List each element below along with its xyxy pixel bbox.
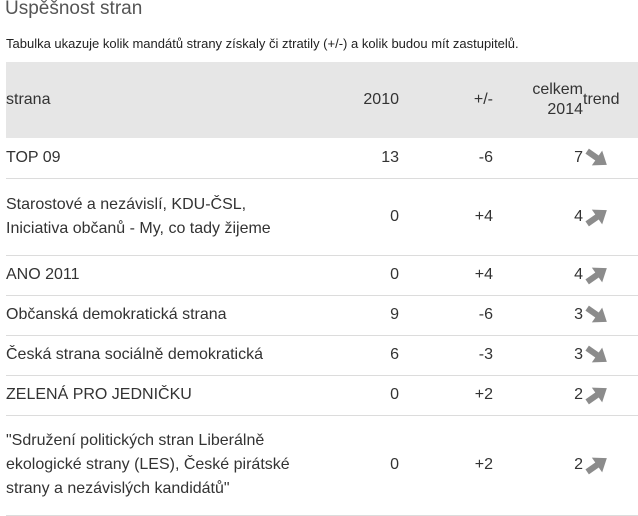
table-row: "Sdružení politických stran Liberálně ek… — [6, 415, 638, 516]
table-row: TOP 09 13 -6 7 — [6, 138, 638, 179]
table-row: ANO 2011 0 +4 4 — [6, 255, 638, 296]
seats-diff: -6 — [399, 138, 493, 179]
table-body: TOP 09 13 -6 7 Starostové a nezávislí, K… — [6, 138, 638, 516]
party-name: ZELENÁ PRO JEDNIČKU — [6, 375, 306, 416]
seats-total: 2 — [493, 415, 583, 516]
trend-up-arrow-icon — [583, 451, 611, 479]
trend-down-arrow-icon — [583, 301, 611, 329]
trend-down-arrow-icon — [583, 341, 611, 369]
seats-2010: 13 — [306, 138, 399, 179]
seats-2010: 0 — [306, 415, 399, 516]
seats-diff: +4 — [399, 255, 493, 296]
seats-total: 2 — [493, 375, 583, 416]
column-header-total: celkem 2014 — [493, 62, 583, 138]
seats-2010: 0 — [306, 375, 399, 416]
seats-diff: +2 — [399, 415, 493, 516]
trend-up-arrow-icon — [583, 261, 611, 289]
table-header: strana 2010 +/- celkem 2014 trend — [6, 62, 638, 138]
seats-total: 4 — [493, 178, 583, 256]
column-header-trend: trend — [583, 91, 620, 108]
party-name: Občanská demokratická strana — [6, 295, 306, 336]
table-row: Starostové a nezávislí, KDU-ČSL, Iniciat… — [6, 178, 638, 256]
seats-2010: 0 — [306, 178, 399, 256]
trend-up-arrow-icon — [583, 381, 611, 409]
column-header-2010: 2010 — [363, 91, 399, 108]
party-name: ANO 2011 — [6, 255, 306, 296]
trend-down-arrow-icon — [583, 144, 611, 172]
table-row: ZELENÁ PRO JEDNIČKU 0 +2 2 — [6, 375, 638, 416]
seats-2010: 6 — [306, 335, 399, 376]
seats-total: 3 — [493, 335, 583, 376]
seats-diff: +2 — [399, 375, 493, 416]
seats-total: 3 — [493, 295, 583, 336]
page-title: Úspěšnost stran — [5, 0, 143, 19]
column-header-diff: +/- — [473, 91, 493, 108]
party-name: Česká strana sociálně demokratická — [6, 335, 306, 376]
seats-total: 7 — [493, 138, 583, 179]
party-name: "Sdružení politických stran Liberálně ek… — [6, 415, 306, 516]
seats-diff: -3 — [399, 335, 493, 376]
table-row: Občanská demokratická strana 9 -6 3 — [6, 295, 638, 336]
trend-up-arrow-icon — [583, 203, 611, 231]
column-header-total-line2: 2014 — [547, 101, 583, 118]
seats-2010: 0 — [306, 255, 399, 296]
column-header-total-line1: celkem — [532, 81, 583, 98]
table-caption: Tabulka ukazuje kolik mandátů strany zís… — [6, 36, 519, 51]
party-name: TOP 09 — [6, 138, 306, 179]
table-row: Česká strana sociálně demokratická 6 -3 … — [6, 335, 638, 376]
seats-total: 4 — [493, 255, 583, 296]
seats-2010: 9 — [306, 295, 399, 336]
party-name: Starostové a nezávislí, KDU-ČSL, Iniciat… — [6, 178, 306, 256]
seats-diff: +4 — [399, 178, 493, 256]
column-header-party: strana — [6, 91, 51, 108]
seats-diff: -6 — [399, 295, 493, 336]
results-table: strana 2010 +/- celkem 2014 trend TOP 09… — [6, 62, 638, 516]
